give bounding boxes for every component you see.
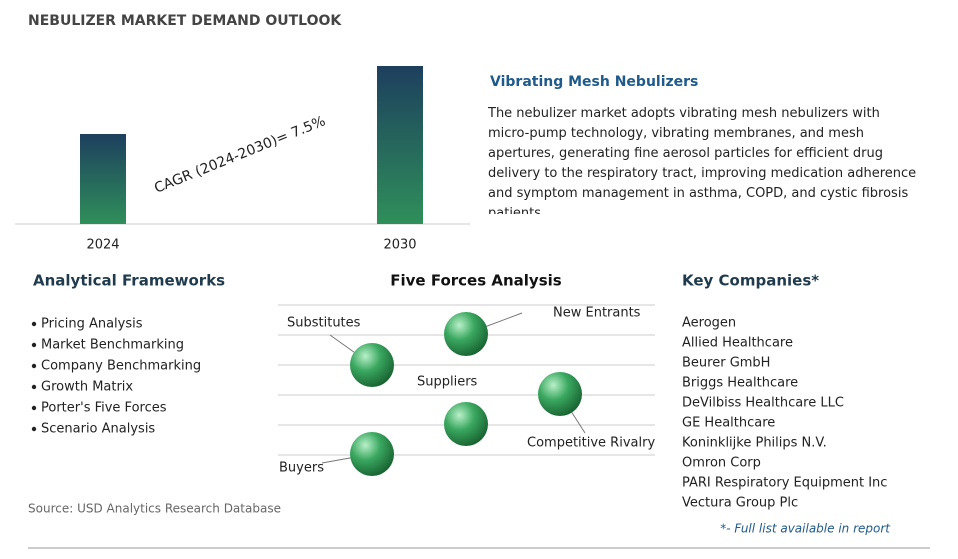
force-label: Substitutes (287, 316, 361, 331)
x-tick-label: 2030 (383, 238, 416, 253)
force-sphere (350, 343, 394, 387)
force-sphere (538, 372, 582, 416)
company: Allied Healthcare (682, 336, 793, 351)
highlight-text: The nebulizer market adopts vibrating me… (488, 106, 917, 214)
company: Vectura Group Plc (682, 496, 798, 511)
framework-item: Porter's Five Forces (41, 401, 167, 416)
highlight-box: The nebulizer market adopts vibrating me… (488, 106, 917, 214)
company: PARI Respiratory Equipment Inc (682, 476, 887, 491)
companies-note: *- Full list available in report (720, 522, 891, 536)
company: Briggs Healthcare (682, 376, 798, 391)
source: Source: USD Analytics Research Database (28, 502, 281, 516)
company: Koninklijke Philips N.V. (682, 436, 827, 451)
cagr: CAGR (2024-2030)= 7.5% (152, 113, 328, 196)
bullet (31, 342, 37, 348)
bullet (31, 321, 37, 327)
framework-item: Pricing Analysis (41, 317, 143, 332)
title: NEBULIZER MARKET DEMAND OUTLOOK (28, 13, 342, 29)
force-sphere (350, 432, 394, 476)
x-tick-label: 2024 (86, 238, 119, 253)
framework-item: Company Benchmarking (41, 359, 201, 374)
force-label: Competitive Rivalry (527, 436, 655, 451)
company: DeVilbiss Healthcare LLC (682, 396, 844, 411)
company: Beurer GmbH (682, 356, 770, 371)
force-label: Suppliers (417, 375, 478, 390)
highlight-title: Vibrating Mesh Nebulizers (490, 74, 698, 90)
forces-title: Five Forces Analysis (390, 272, 562, 290)
bar (377, 66, 423, 224)
framework-item: Scenario Analysis (41, 422, 155, 437)
framework-item: Market Benchmarking (41, 338, 184, 353)
bullet (31, 363, 37, 369)
bullet (31, 384, 37, 390)
framework-item: Growth Matrix (41, 380, 133, 395)
company: GE Healthcare (682, 416, 775, 431)
force-sphere (444, 312, 488, 356)
company: Omron Corp (682, 456, 761, 471)
company: Aerogen (682, 316, 736, 331)
force-label: New Entrants (553, 306, 641, 321)
force-label: Buyers (279, 461, 324, 476)
force-sphere (444, 402, 488, 446)
bullet (31, 405, 37, 411)
companies-title: Key Companies* (682, 272, 819, 290)
bar (80, 134, 126, 224)
frameworks-title: Analytical Frameworks (33, 272, 225, 290)
bullet (31, 426, 37, 432)
